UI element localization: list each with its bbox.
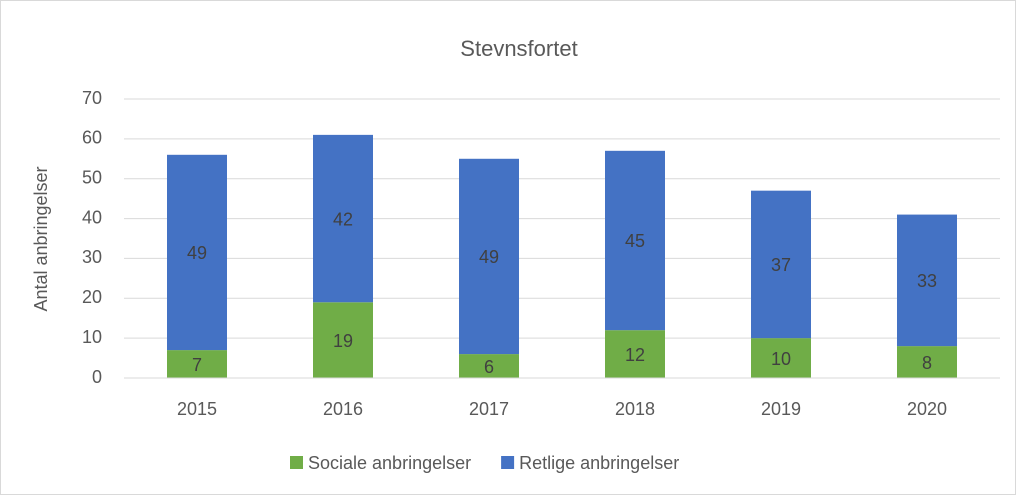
y-tick-label: 30 — [82, 247, 102, 267]
bar-segment — [313, 134, 373, 303]
bar-segment — [459, 354, 519, 378]
legend-label: Sociale anbringelser — [308, 453, 471, 473]
data-label: 45 — [625, 231, 645, 251]
legend-label: Retlige anbringelser — [519, 453, 679, 473]
bar-segment — [605, 150, 665, 331]
data-label: 49 — [187, 243, 207, 263]
data-label: 49 — [479, 247, 499, 267]
y-tick-label: 10 — [82, 327, 102, 347]
x-tick-label: 2015 — [177, 399, 217, 419]
legend-swatch — [501, 456, 515, 469]
data-label: 8 — [922, 353, 932, 373]
chart-title: Stevnsfortet — [460, 36, 577, 61]
y-tick-label: 20 — [82, 287, 102, 307]
y-tick-label: 0 — [92, 367, 102, 387]
bar-segment — [897, 214, 957, 347]
x-tick-label: 2019 — [761, 399, 801, 419]
bar-segment — [897, 346, 957, 378]
y-tick-label: 70 — [82, 88, 102, 108]
y-tick-label: 50 — [82, 167, 102, 187]
bar-segment — [167, 154, 227, 351]
bar-segment — [751, 190, 811, 339]
data-label: 10 — [771, 349, 791, 369]
legend-swatch — [290, 456, 303, 469]
data-label: 42 — [333, 209, 353, 229]
data-label: 6 — [484, 357, 494, 377]
x-tick-label: 2018 — [615, 399, 655, 419]
bar-segment — [459, 158, 519, 355]
data-label: 19 — [333, 331, 353, 351]
y-axis-label: Antal anbringelser — [31, 166, 51, 311]
x-tick-label: 2017 — [469, 399, 509, 419]
data-label: 12 — [625, 345, 645, 365]
bar-segment — [751, 338, 811, 378]
x-tick-label: 2016 — [323, 399, 363, 419]
bar-segment — [313, 302, 373, 378]
bar-segment — [605, 330, 665, 378]
x-tick-label: 2020 — [907, 399, 947, 419]
y-tick-label: 40 — [82, 207, 102, 227]
bar-segment — [167, 350, 227, 378]
y-tick-label: 60 — [82, 128, 102, 148]
data-label: 37 — [771, 255, 791, 275]
data-label: 33 — [917, 271, 937, 291]
data-label: 7 — [192, 355, 202, 375]
